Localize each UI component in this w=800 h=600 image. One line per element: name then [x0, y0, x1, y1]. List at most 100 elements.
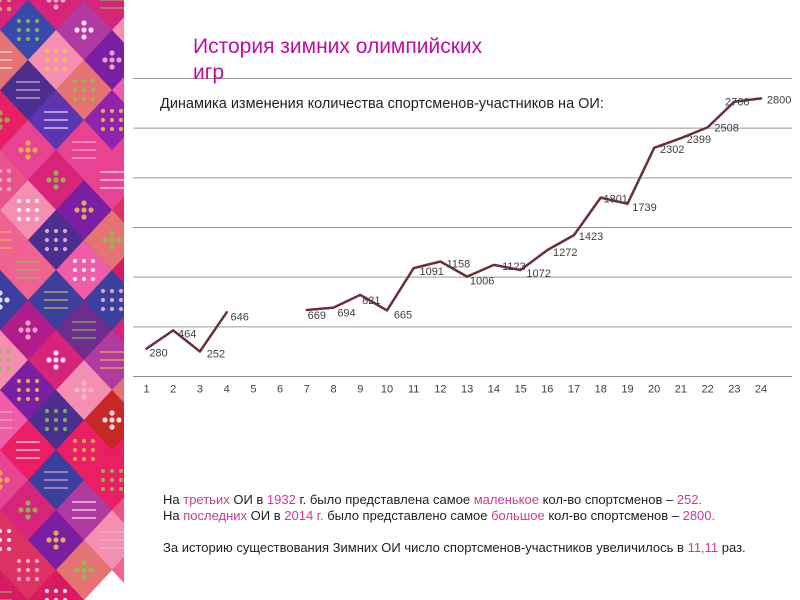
patchwork-diamond: [0, 30, 28, 90]
diamond-motif-dot: [72, 438, 78, 444]
diamond-motif-dot: [72, 267, 78, 273]
x-axis-tick-label: 19: [621, 384, 633, 396]
diamond-motif-dot: [44, 408, 50, 414]
diamond-motif-dot: [53, 246, 59, 252]
diamond-motif-flower: [53, 0, 59, 3]
diamond-motif-dot: [81, 87, 87, 93]
diamond-motif-dot: [0, 537, 3, 543]
patchwork-diamond: [112, 497, 124, 523]
diamond-motif-dot: [44, 597, 50, 600]
diamond-motif-flower: [81, 207, 87, 213]
diamond-motif-flower: [74, 27, 80, 33]
x-axis-tick-label: 22: [701, 384, 713, 396]
highlighted-text-segment: третьих: [183, 492, 230, 507]
diamond-motif-flower: [88, 27, 94, 33]
diamond-motif-dot: [81, 456, 87, 462]
text-segment: кол-во спортсменов –: [544, 508, 683, 523]
diamond-motif-flower: [25, 327, 31, 333]
diamond-motif-flower: [109, 424, 115, 430]
diamond-motif-dot: [0, 528, 3, 534]
diamond-motif-dot: [34, 576, 40, 582]
summary-line: На третьих ОИ в 1932 г. было представлен…: [163, 492, 793, 508]
diamond-motif-dot: [16, 567, 22, 573]
diamond-motif-dot: [81, 96, 87, 102]
x-axis-tick-label: 12: [434, 384, 446, 396]
x-axis-tick-label: 23: [728, 384, 740, 396]
diamond-motif-flower: [116, 417, 122, 423]
text-segment: раз.: [718, 540, 746, 555]
diamond-motif-flower: [81, 567, 87, 573]
diamond-motif-dot: [53, 408, 59, 414]
diamond-motif-flower: [53, 364, 59, 370]
diamond-motif-dot: [0, 546, 3, 552]
text-segment: За историю существования Зимних ОИ число…: [163, 540, 688, 555]
highlighted-text-segment: 2014 г.: [284, 508, 324, 523]
x-axis-tick-label: 15: [514, 384, 526, 396]
diamond-motif-dot: [44, 66, 50, 72]
diamond-motif-flower: [53, 537, 59, 543]
diamond-motif-dot: [34, 36, 40, 42]
diamond-motif-dot: [62, 237, 68, 243]
diamond-motif-dot: [118, 306, 124, 312]
diamond-motif-dot: [90, 456, 96, 462]
diamond-motif-dot: [16, 207, 22, 213]
diamond-motif-dot: [81, 276, 87, 282]
diamond-motif-flower: [81, 387, 87, 393]
x-axis-tick-label: 9: [357, 384, 363, 396]
diamond-motif-flower: [32, 507, 38, 513]
diamond-motif-dot: [6, 528, 12, 534]
diamond-motif-dot: [109, 468, 115, 474]
diamond-motif-dot: [109, 297, 115, 303]
diamond-motif-dot: [16, 216, 22, 222]
highlighted-text-segment: 2800.: [682, 508, 716, 523]
diamond-motif-flower: [53, 530, 59, 536]
diamond-motif-dot: [44, 48, 50, 54]
x-axis-tick-label: 17: [568, 384, 580, 396]
diamond-motif-dot: [90, 96, 96, 102]
diamond-motif-dot: [62, 246, 68, 252]
diamond-motif-dot: [25, 27, 31, 33]
diamond-motif-dot: [109, 108, 115, 114]
diamond-motif-dot: [90, 78, 96, 84]
diamond-motif-flower: [0, 304, 3, 310]
patchwork-diamond: [112, 17, 124, 43]
data-label: 1801: [603, 194, 627, 206]
diamond-motif-dot: [0, 348, 3, 354]
diamond-motif-dot: [0, 366, 3, 372]
x-axis-tick-label: 24: [755, 384, 767, 396]
diamond-motif-flower: [88, 567, 94, 573]
diamond-motif-dot: [34, 207, 40, 213]
data-label: 2399: [687, 134, 711, 146]
patchwork-diamond: [0, 450, 28, 510]
diamond-motif-dot: [53, 66, 59, 72]
diamond-motif-flower: [0, 110, 3, 116]
diamond-motif-dot: [44, 228, 50, 234]
text-segment: На: [163, 492, 184, 507]
patchwork-diamond: [0, 210, 28, 270]
diamond-motif-flower: [32, 327, 38, 333]
diamond-motif-dot: [81, 447, 87, 453]
patchwork-diamond: [28, 0, 84, 30]
chart-subtitle: Динамика изменения количества спортсмено…: [160, 96, 604, 112]
diamond-motif-flower: [0, 484, 3, 490]
diamond-motif-flower: [46, 0, 52, 3]
diamond-motif-dot: [0, 168, 3, 174]
summary-text: На третьих ОИ в 1932 г. было представлен…: [163, 492, 793, 556]
diamond-motif-flower: [4, 117, 10, 123]
diamond-motif-flower: [81, 394, 87, 400]
diamond-motif-dot: [6, 357, 12, 363]
text-segment: На: [163, 508, 184, 523]
diamond-motif-dot: [118, 477, 124, 483]
diamond-motif-dot: [100, 108, 106, 114]
diamond-motif-dot: [6, 0, 12, 3]
data-label: 2302: [660, 144, 684, 156]
diamond-motif-dot: [25, 207, 31, 213]
diamond-motif-dot: [72, 87, 78, 93]
diamond-motif-dot: [25, 216, 31, 222]
diamond-motif-dot: [100, 306, 106, 312]
data-label: 1739: [632, 202, 656, 214]
diamond-motif-flower: [60, 0, 66, 3]
diamond-motif-dot: [25, 396, 31, 402]
x-axis-tick-label: 5: [250, 384, 256, 396]
diamond-motif-dot: [90, 276, 96, 282]
